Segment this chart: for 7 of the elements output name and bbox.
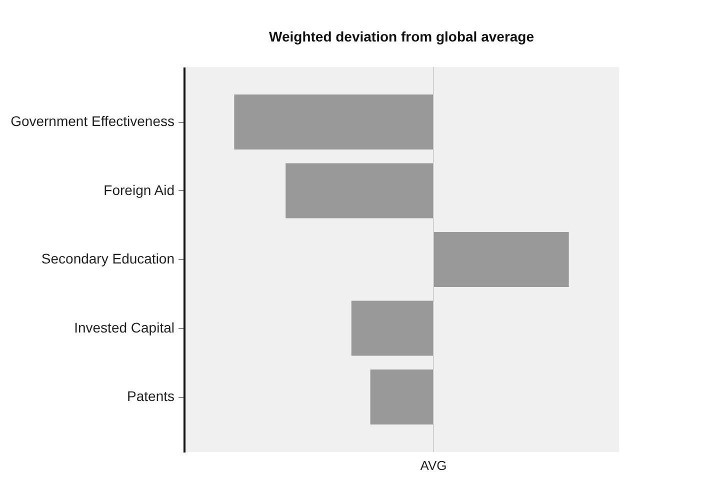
y-tick-label: Secondary Education [41, 250, 174, 266]
y-tick-label: Government Effectiveness [10, 113, 174, 129]
chart-title: Weighted deviation from global average [268, 28, 534, 44]
y-tick-label: Patents [127, 388, 174, 404]
ref-line-label: AVG [420, 458, 447, 473]
y-tick-label: Invested Capital [74, 319, 174, 336]
y-tick-label: Foreign Aid [104, 182, 174, 198]
